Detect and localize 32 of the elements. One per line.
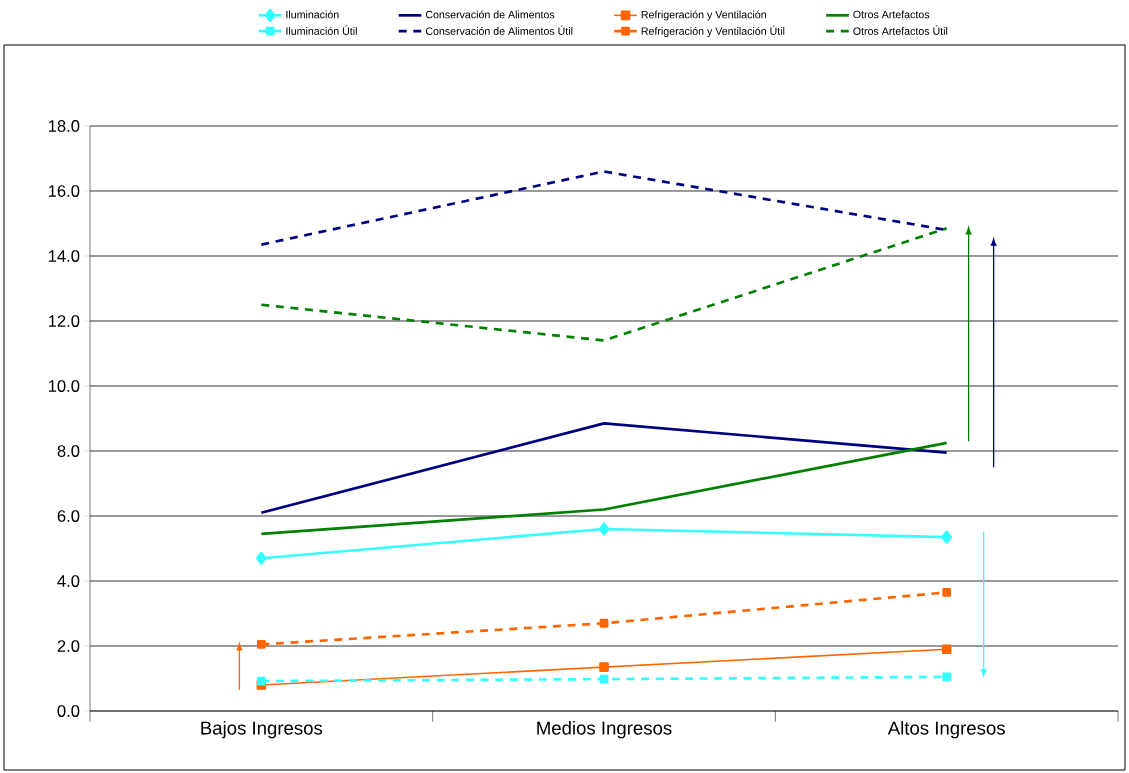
- legend-label: Refrigeración y Ventilación Útil: [641, 25, 785, 37]
- point: [942, 587, 952, 597]
- point: [941, 644, 952, 655]
- point: [599, 618, 609, 628]
- point: [941, 530, 952, 544]
- y-tick-label: 8.0: [57, 445, 80, 457]
- y-tick-label: 4.0: [57, 575, 80, 587]
- y-tick-label: 14.0: [48, 250, 80, 262]
- y-tick-label: 0.0: [57, 705, 80, 717]
- legend-label: Otros Artefactos: [853, 10, 930, 19]
- legend-label: Iluminación: [286, 10, 339, 19]
- point: [256, 551, 267, 565]
- point: [599, 674, 609, 684]
- point: [599, 662, 609, 672]
- x-tick-label: Medios Ingresos: [537, 721, 672, 739]
- y-tick-label: 12.0: [48, 315, 80, 327]
- legend-label: Conservación de Alimentos: [425, 10, 555, 19]
- y-tick-label: 6.0: [57, 510, 80, 522]
- point: [598, 522, 610, 536]
- x-tick-label: Altos Ingresos: [887, 721, 1005, 739]
- point: [256, 639, 266, 649]
- y-tick-label: 18.0: [48, 120, 80, 132]
- legend-label: Conservación de Alimentos Útil: [425, 25, 573, 35]
- legend-label: Otros Artefactos Útil: [853, 25, 948, 35]
- legend-label: Refrigeración y Ventilación: [641, 10, 766, 21]
- x-tick-label: Bajos Ingresos: [201, 721, 323, 739]
- point: [942, 672, 952, 682]
- legend-label: Iluminación Útil: [286, 25, 357, 35]
- y-tick-label: 10.0: [48, 380, 80, 392]
- y-tick-label: 2.0: [57, 640, 80, 652]
- point: [256, 676, 266, 686]
- y-tick-label: 16.0: [48, 185, 80, 197]
